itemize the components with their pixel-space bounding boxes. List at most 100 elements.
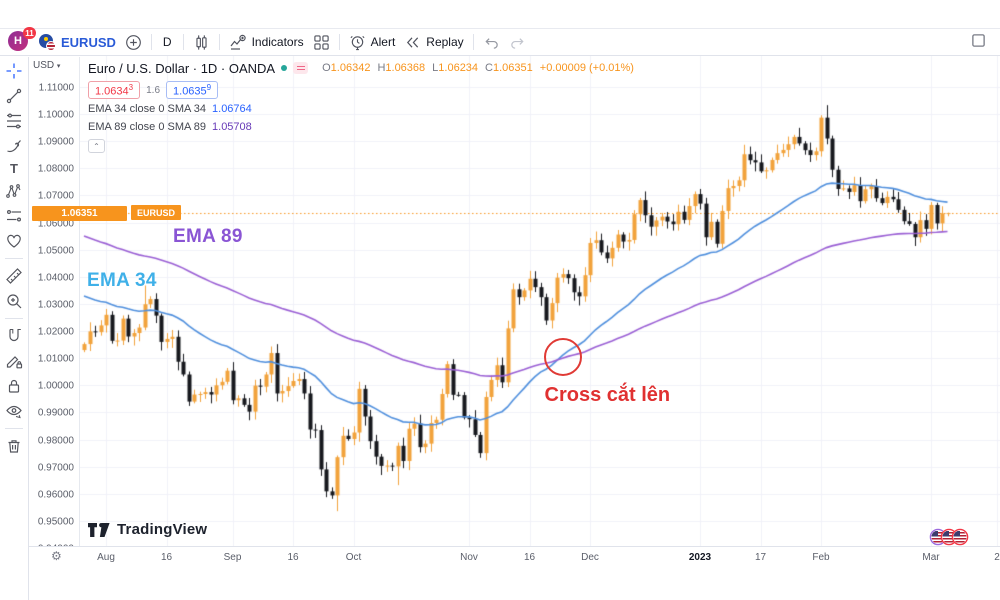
- price-axis-label: 0.97000: [37, 462, 74, 474]
- ema34-legend-row[interactable]: EMA 34 close 0 SMA 34 1.06764: [88, 103, 252, 115]
- measure-ruler-tool[interactable]: [5, 267, 23, 285]
- price-axis-label: 1.06000: [37, 218, 74, 230]
- alert-label: Alert: [370, 35, 396, 49]
- data-feed-icon[interactable]: [293, 62, 309, 74]
- time-axis[interactable]: Aug 16 Sep 16 Oct Nov 16 Dec 2023 17 Feb Mar 2: [29, 546, 1000, 568]
- indicator-templates-button[interactable]: [313, 34, 330, 51]
- ohlc-values: O1.06342 H1.06368 L1.06234 C1.06351 +0.0…: [322, 62, 634, 74]
- emoji-sticker-tool[interactable]: [5, 232, 23, 250]
- candlestick-chart-canvas[interactable]: [80, 56, 1000, 546]
- toolbar-separator: [5, 428, 23, 429]
- zoom-in-tool[interactable]: [5, 292, 23, 310]
- price-axis-currency[interactable]: USD ▾: [33, 60, 61, 71]
- user-menu-button[interactable]: H 11: [8, 27, 36, 53]
- price-line-symbol-tag: EURUSD: [131, 205, 182, 221]
- toolbar-separator: [472, 34, 474, 50]
- drawing-toolbar: T: [0, 57, 29, 600]
- last-price-tag: 1.06351: [32, 206, 127, 222]
- time-axis-label: Dec: [581, 552, 599, 563]
- alert-clock-icon: [349, 34, 366, 51]
- notification-badge: 11: [23, 27, 36, 39]
- time-axis-label: Nov: [460, 552, 478, 563]
- legend-collapse-button[interactable]: ⌃: [88, 139, 105, 153]
- time-axis-label: Mar: [922, 552, 940, 563]
- xabcd-pattern-tool[interactable]: [5, 182, 23, 200]
- crossover-circle-annotation: [543, 337, 582, 376]
- magnet-mode-tool[interactable]: [5, 327, 23, 345]
- toolbar-separator: [5, 258, 23, 259]
- price-axis-label: 1.09000: [37, 136, 74, 148]
- remove-drawings-tool[interactable]: [5, 437, 23, 455]
- buy-ask-button[interactable]: 1.06359: [166, 80, 219, 100]
- time-axis-label: Feb: [812, 552, 830, 563]
- economic-event-flags[interactable]: [929, 528, 969, 546]
- chart-pane[interactable]: Euro / U.S. Dollar · 1D · OANDA O1.06342…: [80, 56, 1000, 546]
- toolbar-separator: [338, 34, 340, 50]
- price-axis-label: 1.03000: [37, 299, 74, 311]
- price-axis-label: 1.00000: [37, 380, 74, 392]
- price-axis-label: 1.08000: [37, 163, 74, 175]
- price-axis[interactable]: USD ▾ 1.11000 1.10000 1.09000 1.08000 1.0700…: [29, 57, 127, 555]
- chart-style-button[interactable]: [193, 34, 210, 51]
- market-open-dot-icon: [281, 65, 288, 71]
- tradingview-attribution[interactable]: TradingView: [88, 521, 207, 538]
- time-axis-label: 17: [754, 552, 767, 563]
- time-axis-label: 16: [523, 552, 536, 563]
- time-axis-label: 16: [287, 552, 299, 563]
- price-axis-label: 1.02000: [37, 326, 74, 338]
- time-axis-label: 2: [994, 552, 1000, 563]
- fib-retracement-tool[interactable]: [5, 112, 23, 130]
- price-axis-label: 1.07000: [37, 190, 74, 202]
- fullscreen-button[interactable]: [971, 33, 986, 53]
- alert-button[interactable]: Alert: [349, 34, 396, 51]
- price-axis-label: 1.11000: [38, 82, 74, 94]
- time-axis-label: 16: [160, 552, 173, 563]
- price-axis-label: 1.04000: [37, 272, 74, 284]
- toolbar-separator: [182, 34, 184, 50]
- time-axis-label: 2023: [688, 552, 712, 563]
- top-toolbar: H 11 EURUSD D Indicators: [0, 27, 1000, 56]
- timeframe-button[interactable]: D: [162, 35, 172, 49]
- axis-settings-gear-icon[interactable]: ⚙: [51, 549, 62, 563]
- crossover-text-annotation: Cross cắt lên: [544, 383, 671, 406]
- compare-add-symbol-button[interactable]: [125, 34, 142, 51]
- toolbar-separator: [150, 34, 152, 50]
- ema89-annotation: EMA 89: [173, 226, 243, 247]
- eurusd-flag-icon: [39, 33, 56, 51]
- replay-button[interactable]: Replay: [404, 34, 464, 51]
- price-axis-label: 0.99000: [37, 407, 74, 419]
- indicators-button[interactable]: Indicators: [229, 33, 304, 51]
- indicators-icon: [229, 33, 247, 51]
- text-tool[interactable]: T: [10, 161, 18, 176]
- tradingview-logo-text: TradingView: [117, 521, 208, 538]
- indicators-label: Indicators: [251, 35, 304, 49]
- ema89-legend-row[interactable]: EMA 89 close 0 SMA 89 1.05708: [88, 121, 252, 133]
- position-forecast-tool[interactable]: [5, 207, 23, 225]
- replay-label: Replay: [426, 35, 464, 49]
- price-axis-label: 0.96000: [37, 489, 74, 501]
- price-axis-label: 1.01000: [37, 353, 74, 365]
- undo-button[interactable]: [483, 34, 500, 51]
- toolbar-separator: [218, 34, 220, 50]
- chart-legend: Euro / U.S. Dollar · 1D · OANDA O1.06342…: [88, 60, 634, 153]
- symbol-name: EURUSD: [61, 34, 116, 50]
- caret-down-icon: ▾: [56, 63, 61, 70]
- change-value: +0.00009 (+0.01%): [539, 62, 634, 74]
- hide-drawings-tool[interactable]: [5, 402, 23, 420]
- sell-bid-button[interactable]: 1.06343: [88, 80, 141, 100]
- symbol-search-button[interactable]: EURUSD: [39, 33, 116, 51]
- toolbar-separator: [5, 318, 23, 319]
- symbol-title[interactable]: Euro / U.S. Dollar · 1D · OANDA: [88, 60, 276, 76]
- lock-all-drawings-tool[interactable]: [5, 377, 23, 395]
- time-axis-label: Oct: [345, 552, 362, 563]
- redo-button[interactable]: [509, 34, 526, 51]
- brush-tool[interactable]: [5, 137, 23, 155]
- us-flag-event-icon[interactable]: [951, 528, 969, 546]
- tradingview-logo-icon: [88, 522, 110, 537]
- crosshair-tool[interactable]: [5, 62, 23, 80]
- time-axis-label: Aug: [97, 552, 115, 563]
- price-axis-label: 0.98000: [37, 435, 74, 447]
- drawing-mode-lock-tool[interactable]: [5, 352, 23, 370]
- replay-icon: [404, 34, 421, 51]
- trend-line-tool[interactable]: [5, 87, 23, 105]
